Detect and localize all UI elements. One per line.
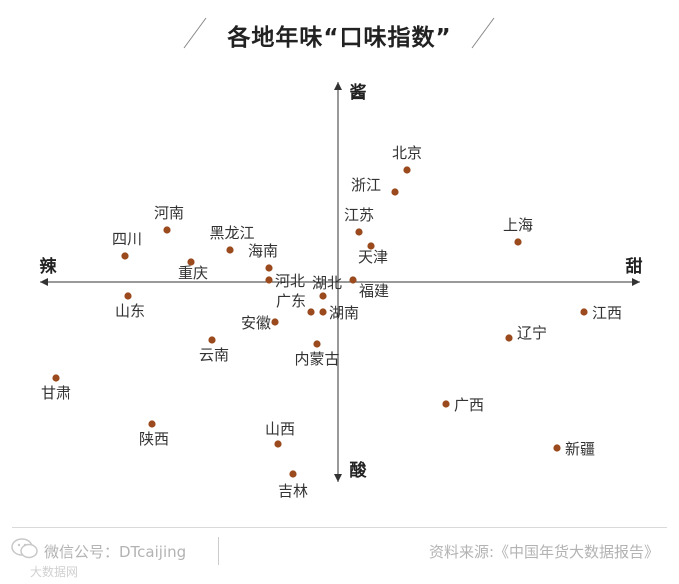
point-label-11: 河北 [275,272,305,290]
data-point-1 [403,166,411,174]
data-point-10 [265,264,273,272]
data-point-26 [442,400,450,408]
data-point-12 [319,292,327,300]
point-label-4: 天津 [358,248,388,266]
data-point-17 [313,340,321,348]
data-point-27 [553,444,561,452]
data-point-19 [124,292,132,300]
data-point-5 [514,238,522,246]
footer-divider-line [12,527,667,528]
point-label-7: 河南 [154,204,184,222]
data-point-8 [226,246,234,254]
data-point-15 [319,308,327,316]
y-axis-bottom-arrow [334,474,342,482]
point-label-16: 安徽 [241,314,271,332]
data-point-11 [265,276,273,284]
point-label-3: 江苏 [344,206,374,224]
point-label-12: 湖北 [312,274,342,292]
data-point-13 [349,276,357,284]
data-source-label: 资料来源:《中国年货大数据报告》 [428,543,659,561]
data-point-7 [163,226,171,234]
point-label-14: 广东 [276,292,306,310]
watermark-text: 大数据网 [30,565,79,579]
title-bar: 各地年味“口味指数” [0,10,679,54]
data-point-6 [121,252,129,260]
right-slash-decoration [471,17,495,49]
axis-label-sauce: 酱 [350,82,367,103]
point-label-18: 云南 [199,346,229,364]
data-point-25 [505,334,513,342]
data-point-16 [271,318,279,326]
point-label-19: 山东 [115,302,145,320]
point-label-23: 吉林 [278,482,308,500]
point-label-13: 福建 [359,282,389,300]
point-label-26: 广西 [454,396,484,414]
axis-label-spicy: 辣 [40,256,58,277]
point-label-9: 重庆 [178,264,208,282]
point-label-8: 黑龙江 [209,224,254,242]
chart-title: 各地年味“口味指数” [227,25,452,51]
axis-label-sweet: 甜 [626,256,643,277]
point-label-21: 陕西 [139,430,169,448]
point-label-22: 山西 [265,420,295,438]
data-point-20 [52,374,60,382]
data-point-14 [307,308,315,316]
y-axis-top-arrow [334,82,342,90]
point-label-24: 江西 [592,304,622,322]
data-point-23 [289,470,297,478]
x-axis-left-arrow [40,278,48,286]
data-point-24 [580,308,588,316]
point-label-25: 辽宁 [517,324,547,342]
data-point-2 [391,188,399,196]
point-label-17: 内蒙古 [294,350,339,368]
x-axis-right-arrow [632,278,640,286]
data-point-21 [148,420,156,428]
point-label-20: 甘肃 [41,384,71,402]
wechat-account-label: 微信公号：DTcaijing [44,543,187,561]
data-point-22 [274,440,282,448]
point-label-5: 上海 [503,216,533,234]
point-label-10: 海南 [248,242,278,260]
point-label-6: 四川 [112,230,142,248]
point-label-2: 浙江 [351,176,381,194]
data-point-18 [208,336,216,344]
point-label-15: 湖南 [329,304,359,322]
data-point-3 [355,228,363,236]
wechat-icon [11,538,38,559]
axis-label-sour: 酸 [350,460,368,481]
footer-vertical-divider [218,537,219,565]
left-slash-decoration [183,17,207,49]
data-point-4 [367,242,375,250]
data-point-9 [187,258,195,266]
point-label-27: 新疆 [565,440,595,458]
point-label-1: 北京 [392,144,422,162]
